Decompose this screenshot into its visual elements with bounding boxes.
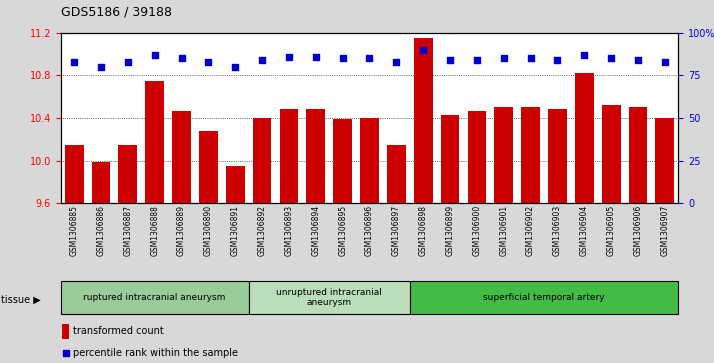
Text: unruptured intracranial
aneurysm: unruptured intracranial aneurysm [276,288,382,307]
Text: GSM1306898: GSM1306898 [418,205,428,256]
Text: GSM1306896: GSM1306896 [365,205,374,256]
Bar [387,144,406,203]
Text: GSM1306887: GSM1306887 [124,205,132,256]
Bar [226,166,245,203]
Bar [441,115,459,203]
Text: GSM1306892: GSM1306892 [258,205,266,256]
Text: GSM1306895: GSM1306895 [338,205,347,256]
Text: percentile rank within the sample: percentile rank within the sample [73,348,238,358]
Bar [199,131,218,203]
Bar [119,144,137,203]
Text: GSM1306890: GSM1306890 [204,205,213,256]
Bar [172,110,191,203]
Bar [333,119,352,203]
Bar [306,109,325,203]
Bar [62,324,69,339]
Point [283,54,295,60]
Bar [521,107,540,203]
Point [391,59,402,65]
FancyBboxPatch shape [410,281,678,314]
Point [633,57,644,63]
Point [659,59,670,65]
Text: GSM1306893: GSM1306893 [284,205,293,256]
Text: GSM1306885: GSM1306885 [70,205,79,256]
Bar [65,144,84,203]
Bar [145,81,164,203]
Point [149,52,161,58]
Text: GSM1306904: GSM1306904 [580,205,589,256]
Point [203,59,214,65]
Point [498,55,510,61]
Point [95,64,106,70]
Bar [494,107,513,203]
Text: GSM1306886: GSM1306886 [96,205,106,256]
Point [176,55,187,61]
Point [418,47,429,53]
Point [229,64,241,70]
Text: superficial temporal artery: superficial temporal artery [483,293,605,302]
Bar [548,109,567,203]
Point [605,55,617,61]
Text: GDS5186 / 39188: GDS5186 / 39188 [61,5,171,19]
Text: GSM1306907: GSM1306907 [660,205,669,256]
Bar [628,107,648,203]
Text: GSM1306902: GSM1306902 [526,205,535,256]
Text: GSM1306891: GSM1306891 [231,205,240,256]
Point [552,57,563,63]
FancyBboxPatch shape [61,281,248,314]
Bar [602,105,620,203]
Bar [253,118,271,203]
Bar [360,118,379,203]
Point [578,52,590,58]
FancyBboxPatch shape [248,281,410,314]
Point [471,57,483,63]
Text: GSM1306899: GSM1306899 [446,205,455,256]
Text: GSM1306901: GSM1306901 [499,205,508,256]
Bar [655,118,674,203]
Text: GSM1306903: GSM1306903 [553,205,562,256]
Bar [91,162,111,203]
Point [69,59,80,65]
Point [363,55,375,61]
Bar [468,110,486,203]
Bar [575,73,594,203]
Point [310,54,321,60]
Point [408,251,420,257]
Text: GSM1306905: GSM1306905 [607,205,615,256]
Point [256,57,268,63]
Text: transformed count: transformed count [73,326,164,336]
Text: ruptured intracranial aneurysm: ruptured intracranial aneurysm [84,293,226,302]
Point [337,55,348,61]
Text: tissue ▶: tissue ▶ [1,294,41,305]
Text: GSM1306888: GSM1306888 [150,205,159,256]
Text: GSM1306894: GSM1306894 [311,205,321,256]
Text: GSM1306906: GSM1306906 [633,205,643,256]
Point [122,59,134,65]
Text: GSM1306889: GSM1306889 [177,205,186,256]
Text: GSM1306900: GSM1306900 [473,205,481,256]
Point [525,55,536,61]
Bar [414,38,433,203]
Text: GSM1306897: GSM1306897 [392,205,401,256]
Point [444,57,456,63]
Bar [280,109,298,203]
